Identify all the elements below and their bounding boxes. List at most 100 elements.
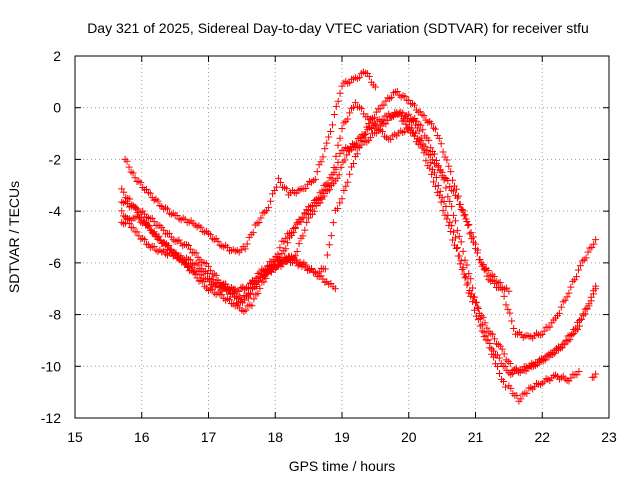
data-point: [372, 129, 380, 137]
data-point: [469, 233, 477, 241]
data-point: [131, 174, 139, 182]
data-point: [365, 119, 373, 127]
data-point: [546, 323, 554, 331]
data-point: [336, 134, 344, 142]
data-point: [231, 293, 239, 301]
data-point: [484, 266, 492, 274]
data-point: [589, 290, 597, 298]
data-point: [502, 301, 510, 309]
data-point: [466, 230, 474, 238]
data-point: [427, 151, 435, 159]
data-point: [494, 363, 502, 371]
data-point: [535, 358, 543, 366]
data-point: [271, 265, 279, 273]
data-point: [308, 203, 316, 211]
data-point: [431, 182, 439, 190]
data-point: [365, 72, 373, 80]
data-point: [330, 169, 338, 177]
data-point: [490, 272, 498, 280]
series-track-g: [398, 117, 513, 295]
data-point: [242, 306, 250, 314]
data-point: [592, 285, 600, 293]
data-point: [567, 283, 575, 291]
data-point: [431, 125, 439, 133]
data-point: [490, 353, 498, 361]
data-point: [334, 97, 342, 105]
data-point: [299, 214, 307, 222]
data-point: [486, 344, 494, 352]
data-point: [500, 350, 508, 358]
data-point: [459, 264, 467, 272]
data-point: [349, 160, 357, 168]
data-point: [317, 158, 325, 166]
data-point: [150, 242, 158, 250]
data-point: [472, 298, 480, 306]
data-point: [254, 289, 262, 297]
data-point: [144, 221, 152, 229]
data-point: [562, 337, 570, 345]
data-point: [455, 232, 463, 240]
data-point: [445, 162, 453, 170]
data-point: [152, 231, 160, 239]
data-point: [302, 263, 310, 271]
data-point: [321, 265, 329, 273]
data-point: [289, 228, 297, 236]
data-point: [496, 369, 504, 377]
data-point: [325, 133, 333, 141]
series-track-d: [118, 108, 510, 391]
data-point: [275, 174, 283, 182]
data-point: [496, 278, 504, 286]
data-point: [476, 256, 484, 264]
data-point: [163, 205, 171, 213]
data-point: [408, 124, 416, 132]
series-track-c: [118, 109, 600, 379]
data-point: [439, 207, 447, 215]
data-point: [338, 125, 346, 133]
y-axis-label: SDTVAR / TECUs: [6, 181, 22, 293]
data-point: [463, 261, 471, 269]
data-point: [411, 129, 419, 137]
data-point: [443, 215, 451, 223]
data-point: [249, 229, 257, 237]
data-point: [351, 99, 359, 107]
x-tick-label: 19: [334, 429, 350, 445]
data-point: [282, 245, 290, 253]
data-point: [410, 101, 418, 109]
data-point: [469, 284, 477, 292]
data-point: [450, 228, 458, 236]
data-point: [141, 236, 149, 244]
data-point: [355, 74, 363, 82]
data-point: [502, 383, 510, 391]
data-point: [447, 168, 455, 176]
x-tick-labels: 15 16 17 18 19 20 21 22 23: [67, 429, 617, 445]
data-point: [432, 173, 440, 181]
data-point: [482, 332, 490, 340]
data-point: [500, 377, 508, 385]
data-point: [428, 120, 436, 128]
data-point: [427, 144, 435, 152]
data-point: [361, 130, 369, 138]
data-point: [204, 270, 212, 278]
data-point: [325, 241, 333, 249]
data-point: [442, 184, 450, 192]
data-point: [430, 169, 438, 177]
data-point: [464, 221, 472, 229]
data-point: [222, 280, 230, 288]
data-point: [332, 102, 340, 110]
data-point: [346, 109, 354, 117]
data-point: [452, 185, 460, 193]
data-point: [186, 256, 194, 264]
data-point: [327, 232, 335, 240]
data-point: [405, 125, 413, 133]
data-point: [302, 185, 310, 193]
data-point: [192, 249, 200, 257]
data-point: [446, 197, 454, 205]
data-point: [455, 252, 463, 260]
series-track-h: [505, 367, 583, 405]
data-point: [425, 136, 433, 144]
data-point: [352, 139, 360, 147]
data-point: [462, 273, 470, 281]
data-point: [579, 310, 587, 318]
data-point: [582, 254, 590, 262]
data-point: [370, 113, 378, 121]
